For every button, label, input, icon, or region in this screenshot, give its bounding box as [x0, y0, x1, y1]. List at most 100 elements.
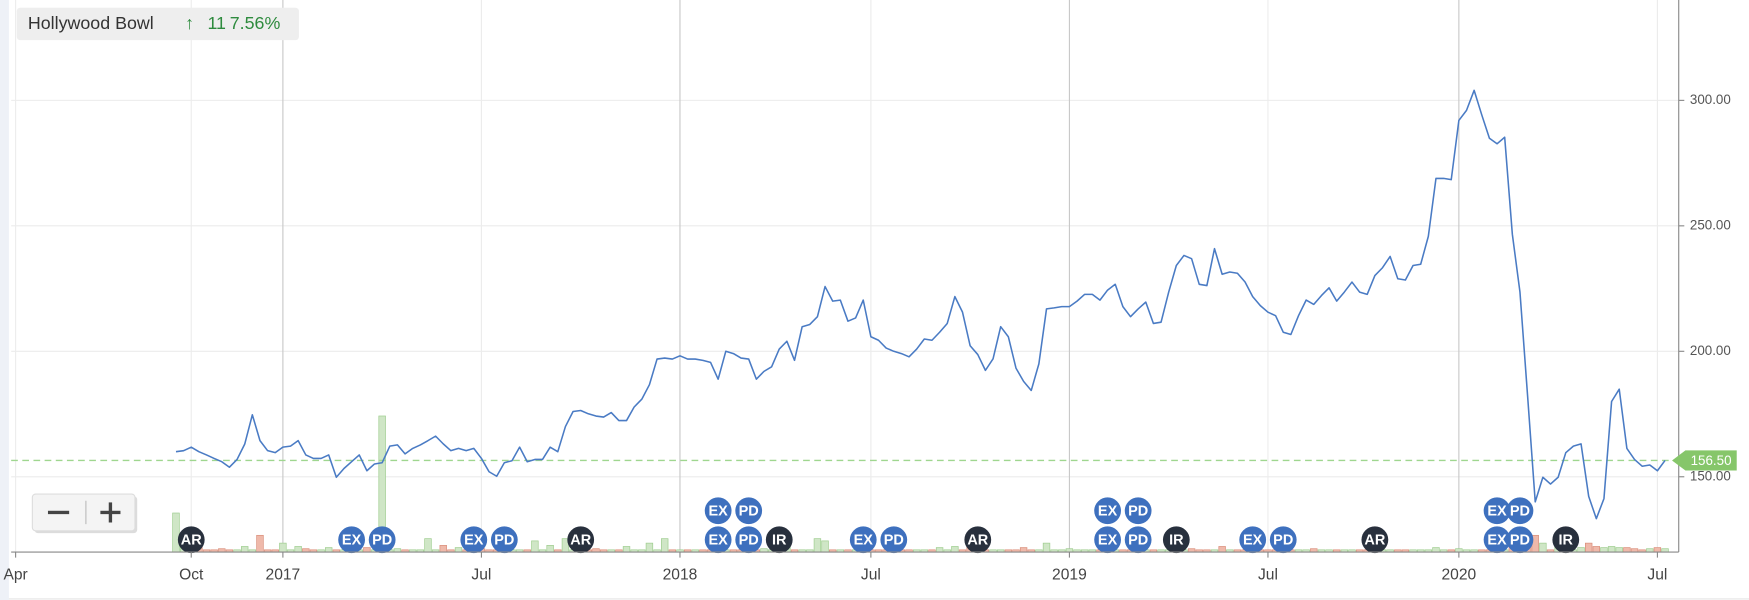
event-label: EX	[1487, 504, 1507, 520]
volume-bar	[951, 546, 959, 553]
legend-bg	[16, 7, 299, 41]
event-label: PD	[1128, 533, 1148, 549]
legend-title: Hollywood Bowl	[28, 13, 154, 33]
event-marker	[1552, 526, 1580, 554]
volume-bar	[1600, 547, 1608, 553]
plot	[11, 89, 1679, 520]
event-label: PD	[739, 504, 759, 520]
volume-bar	[1653, 547, 1662, 553]
x-tick-label: Jul	[861, 567, 881, 584]
event-marker	[567, 526, 595, 554]
event-label: IR	[1169, 533, 1184, 549]
volume-bar	[424, 538, 432, 553]
last-price-tag	[1672, 450, 1737, 471]
x-tick-label: Jul	[471, 567, 491, 584]
volume-bar	[1585, 542, 1593, 553]
y-tick-label: 300.00	[1690, 92, 1731, 107]
event-marker	[1361, 526, 1389, 554]
event-marker	[1094, 497, 1121, 525]
event-label: AR	[967, 533, 988, 549]
grid	[11, 0, 1679, 553]
event-marker	[880, 526, 908, 554]
volume-bar	[279, 542, 287, 553]
last-price-label: 156.50	[1691, 453, 1732, 468]
event-marker	[338, 526, 365, 554]
volume-bar	[1615, 547, 1623, 553]
volume-bar	[546, 545, 554, 553]
x-tick-label: 2020	[1442, 567, 1477, 584]
volume-bar	[1623, 547, 1631, 553]
volume-bar	[294, 546, 302, 553]
axes: 150.00 200.00 250.00 300.00 Apr Oct 2017 Jul 201…	[3, 92, 1737, 584]
event-marker	[704, 526, 732, 554]
volume-bar	[531, 540, 539, 553]
event-label: EX	[1243, 533, 1263, 549]
event-marker	[1483, 526, 1511, 554]
event-label: IR	[1559, 533, 1574, 549]
event-label: EX	[854, 533, 874, 549]
event-label: AR	[570, 533, 591, 549]
zoom-in[interactable]	[86, 494, 135, 531]
event-label: IR	[772, 533, 787, 549]
event-label: EX	[464, 533, 484, 549]
volume-bar	[821, 540, 829, 553]
event-marker	[1162, 526, 1190, 554]
volume-bar	[241, 546, 249, 553]
event-marker	[1506, 526, 1534, 554]
x-tick-label: Jul	[1647, 567, 1667, 584]
minus-icon	[47, 510, 70, 515]
x-tick-label: Apr	[3, 567, 27, 584]
volume-bar	[1019, 547, 1028, 553]
volume-bar	[645, 542, 654, 553]
event-label: PD	[1510, 504, 1530, 520]
volume-bar	[1218, 546, 1226, 553]
event-marker	[490, 526, 518, 554]
plus-v	[108, 502, 113, 523]
legend-box: Hollywood Bowl ↑ 11 7.56%	[16, 7, 299, 41]
x-tick-label: 2017	[266, 567, 301, 584]
event-marker	[735, 497, 763, 525]
volume-bar	[1432, 547, 1440, 553]
event-marker	[177, 526, 205, 554]
event-marker	[1269, 526, 1297, 554]
event-label: AR	[181, 533, 202, 549]
event-label: EX	[1487, 533, 1507, 549]
zoom-control	[31, 493, 138, 534]
event-label: PD	[372, 533, 392, 549]
event-label: PD	[1128, 504, 1148, 520]
volume-bar	[325, 547, 333, 553]
price-line	[175, 89, 1666, 520]
event-marker	[1483, 497, 1511, 525]
volume-bar	[661, 538, 669, 553]
event-marker	[1094, 526, 1121, 554]
event-marker	[1506, 497, 1534, 525]
event-label: EX	[708, 504, 728, 520]
event-label: AR	[1364, 533, 1385, 549]
event-label: PD	[1510, 533, 1530, 549]
event-label: EX	[342, 533, 362, 549]
change-arrow: ↑	[185, 13, 194, 33]
event-marker	[1124, 526, 1152, 554]
volume-bar	[256, 534, 264, 553]
event-marker	[704, 497, 732, 525]
event-marker	[460, 526, 488, 554]
event-marker	[735, 526, 763, 554]
event-marker	[964, 526, 992, 554]
x-tick-label: 2018	[663, 567, 698, 584]
volume-bar	[454, 547, 463, 553]
volume-bar	[1592, 546, 1601, 553]
change-pct: 7.56%	[230, 13, 281, 33]
left-border	[0, 0, 9, 600]
change: 11	[207, 13, 226, 33]
volume	[172, 415, 1669, 553]
volume-bar	[172, 512, 180, 553]
event-label: EX	[708, 533, 728, 549]
zoom-out[interactable]	[32, 494, 83, 531]
event-label: PD	[494, 533, 514, 549]
x-tick-label: Oct	[179, 567, 204, 584]
event-label: EX	[1098, 533, 1118, 549]
volume-bar	[813, 538, 822, 553]
